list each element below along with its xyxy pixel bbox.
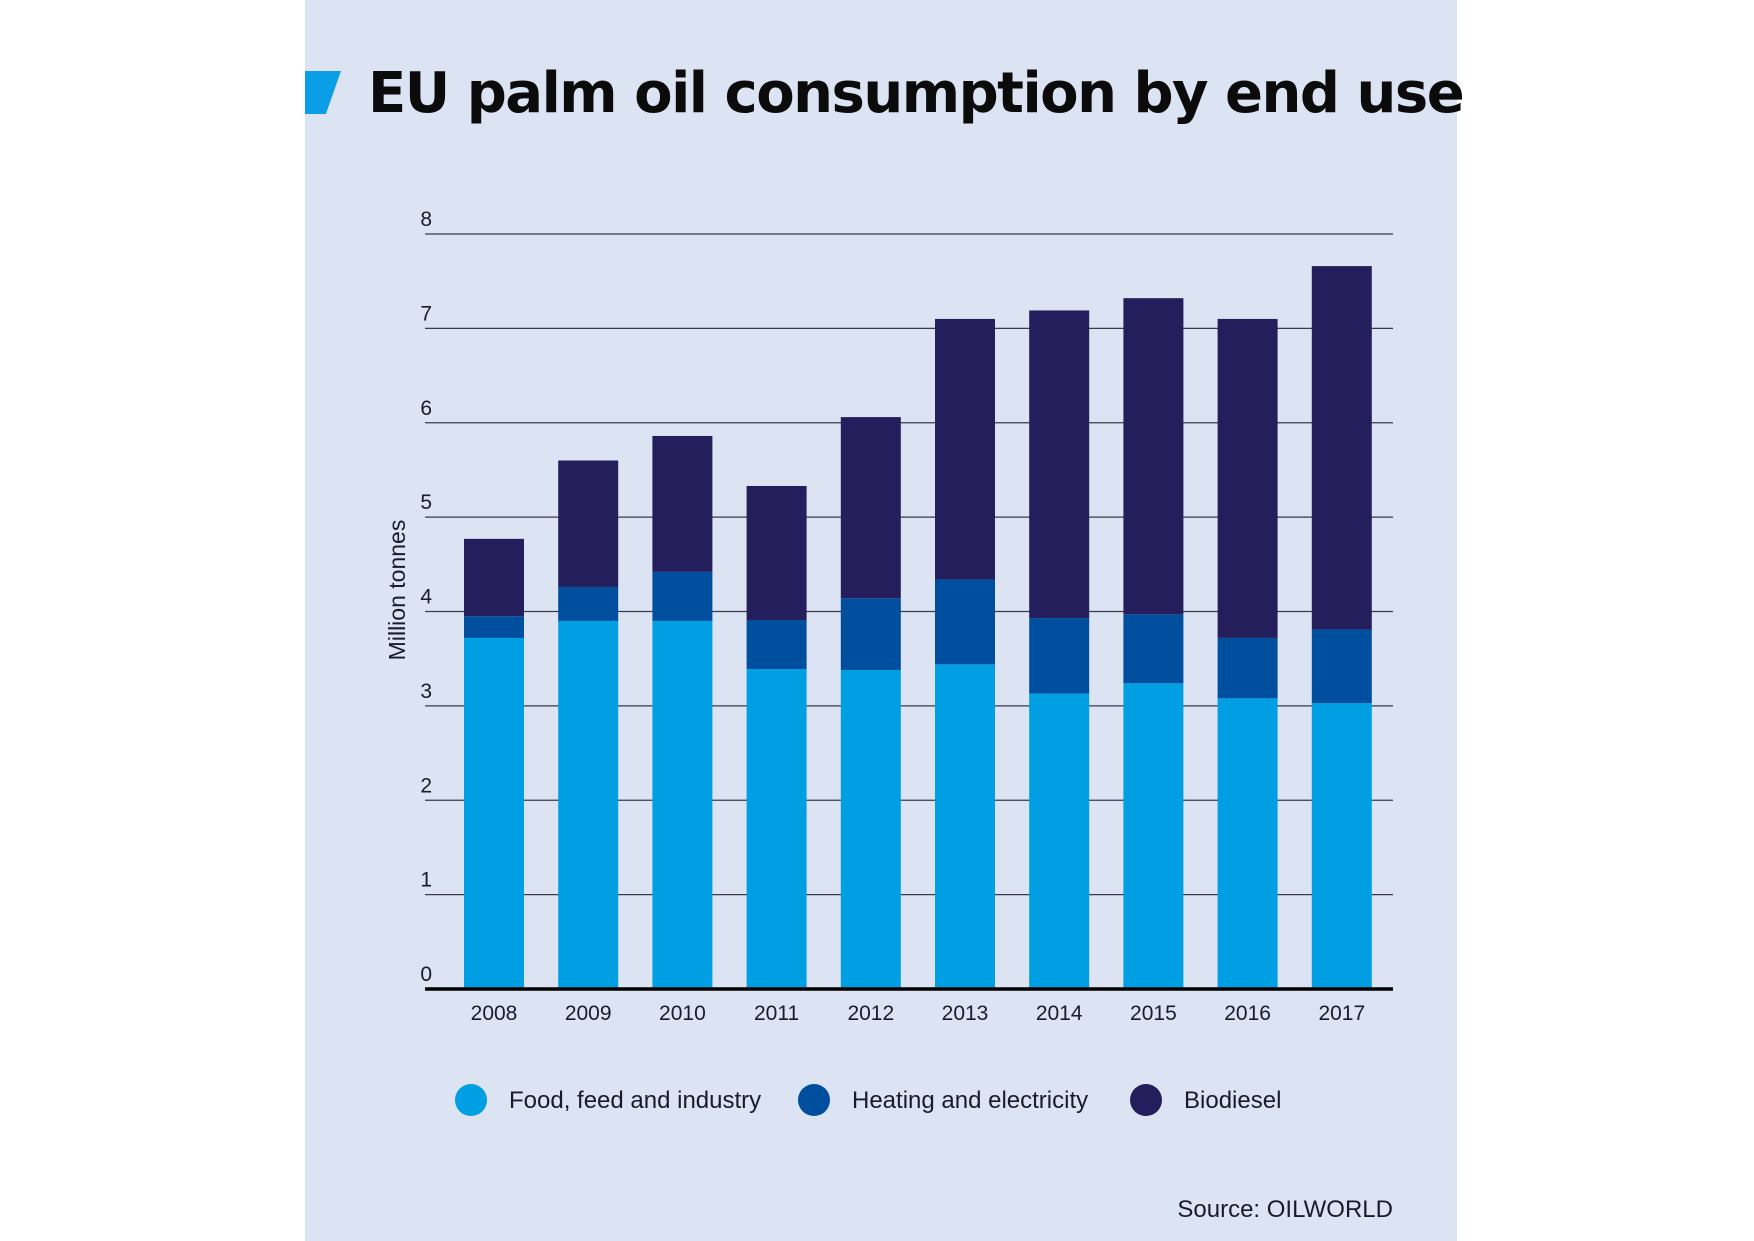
bar-segment-biodiesel (1123, 298, 1184, 615)
y-tick-label: 1 (420, 869, 432, 892)
bar-segment-heating-and-electricity (1311, 629, 1372, 704)
x-tick-label: 2016 (1224, 1002, 1271, 1025)
bar-segment-food-feed-and-industry (558, 620, 619, 989)
bar-segment-biodiesel (746, 485, 807, 620)
bar-segment-biodiesel (1217, 318, 1278, 638)
x-tick-label: 2011 (754, 1002, 799, 1025)
bar-segment-biodiesel (464, 538, 524, 617)
y-tick-label: 5 (420, 491, 432, 514)
bar-segment-heating-and-electricity (558, 586, 619, 621)
legend-label: Food, feed and industry (509, 1087, 761, 1114)
bar-segment-food-feed-and-industry (1311, 703, 1372, 989)
x-tick-label: 2013 (942, 1002, 989, 1025)
legend-marker-circle-icon (798, 1084, 830, 1116)
bar-segment-heating-and-electricity (464, 616, 524, 638)
y-axis-label: Million tonnes (384, 520, 410, 661)
bar-segment-heating-and-electricity (1029, 618, 1090, 694)
x-tick-label: 2009 (565, 1002, 612, 1025)
y-tick-label: 2 (420, 774, 432, 797)
y-tick-label: 8 (420, 208, 432, 231)
y-tick-label: 0 (420, 963, 432, 986)
infographic-panel: EU palm oil consumption by end use 0 1 2 3 4… (305, 0, 1465, 1241)
x-tick-label: 2010 (659, 1002, 706, 1025)
legend-marker-circle-icon (1130, 1084, 1162, 1116)
bar-segment-biodiesel (1029, 310, 1090, 619)
legend-label: Biodiesel (1184, 1087, 1281, 1114)
bar-segment-biodiesel (558, 460, 619, 587)
chart-title: EU palm oil consumption by end use (368, 61, 1465, 126)
y-tick-label: 3 (420, 680, 432, 703)
bar-series (464, 266, 1372, 989)
x-tick-label: 2012 (847, 1002, 894, 1025)
bar-segment-biodiesel (840, 417, 901, 599)
x-tick-label: 2014 (1036, 1002, 1083, 1025)
bar-segment-biodiesel (935, 318, 995, 580)
bar-segment-heating-and-electricity (1123, 614, 1184, 684)
bar-segment-food-feed-and-industry (746, 669, 807, 989)
bar-segment-food-feed-and-industry (1123, 683, 1184, 989)
y-tick-label: 6 (420, 397, 432, 420)
bar-segment-food-feed-and-industry (935, 664, 995, 989)
stacked-bar-chart: 0 1 2 3 4 5 6 7 8 2008 2009 2010 2011 2012 2013 2014 201… (384, 208, 1393, 1116)
bar-segment-biodiesel (1311, 266, 1372, 630)
bar-segment-heating-and-electricity (746, 619, 807, 670)
bar-segment-food-feed-and-industry (652, 620, 713, 989)
bar-segment-food-feed-and-industry (1217, 698, 1278, 989)
legend-label: Heating and electricity (852, 1087, 1088, 1114)
legend: Food, feed and industry Heating and elect… (455, 1084, 1281, 1116)
x-tick-label: 2017 (1318, 1002, 1365, 1025)
bar-segment-heating-and-electricity (1217, 637, 1278, 699)
bar-segment-heating-and-electricity (652, 571, 713, 621)
x-tick-label: 2008 (471, 1002, 518, 1025)
bar-segment-food-feed-and-industry (840, 670, 901, 989)
bar-segment-heating-and-electricity (840, 598, 901, 671)
x-tick-label: 2015 (1130, 1002, 1177, 1025)
axes: 0 1 2 3 4 5 6 7 8 2008 2009 2010 2011 2012 2013 2014 201… (384, 208, 1393, 1025)
source-note: Source: OILWORLD (1177, 1196, 1393, 1223)
bar-segment-food-feed-and-industry (1029, 693, 1090, 989)
bar-segment-biodiesel (652, 435, 713, 572)
bar-segment-heating-and-electricity (935, 579, 995, 665)
bar-segment-food-feed-and-industry (464, 637, 524, 989)
y-tick-label: 4 (420, 586, 432, 609)
y-tick-label: 7 (420, 302, 432, 325)
legend-marker-circle-icon (455, 1084, 487, 1116)
